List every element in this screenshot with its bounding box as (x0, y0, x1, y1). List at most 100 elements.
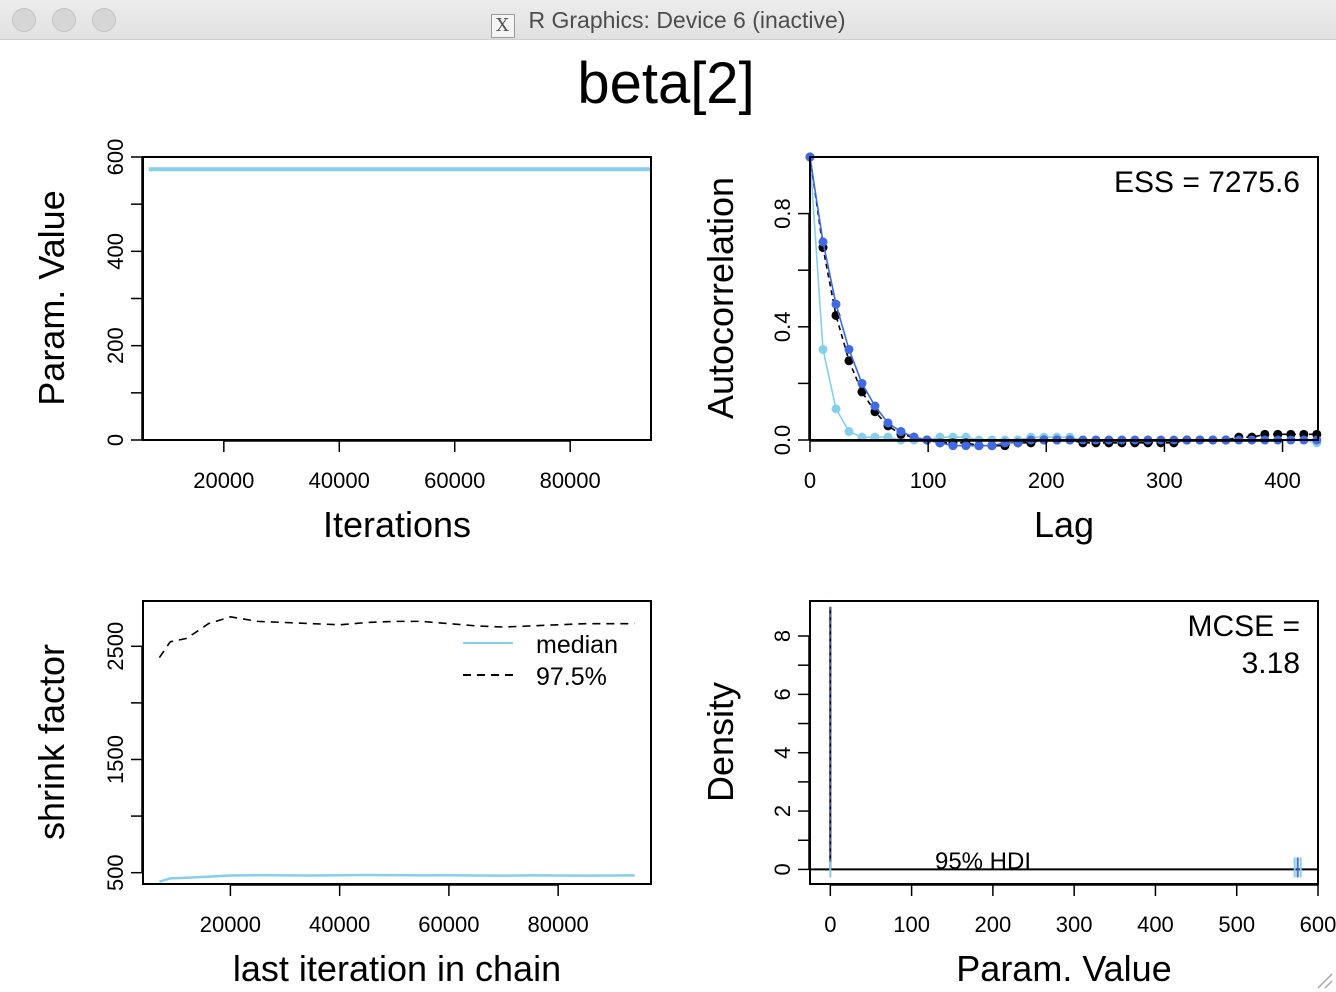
autocorrelation-box (809, 156, 1319, 441)
x-tick-label: 40000 (309, 912, 370, 937)
x11-icon: X (490, 14, 515, 38)
acf-point (857, 378, 867, 388)
x-tick-label: 80000 (540, 468, 601, 493)
ess-annotation: ESS = 7275.6 (1114, 166, 1300, 199)
zoom-button[interactable] (92, 8, 116, 32)
x-tick-label: 300 (1056, 912, 1093, 937)
density-marks (810, 606, 1318, 878)
trace-plot-y-axis: 0 200 400 600 (103, 139, 143, 446)
trace-plot-ylabel: Param. Value (31, 190, 72, 405)
x-tick-label: 0 (824, 912, 836, 937)
y-tick-label: 0.0 (770, 425, 795, 456)
y-tick-label: 0 (103, 434, 128, 446)
autocorrelation-x-axis: 0 100 200 300 400 (804, 440, 1301, 493)
autocorrelation-ylabel: Autocorrelation (700, 177, 741, 419)
acf-point (948, 441, 958, 451)
trace-plot-xlabel: Iterations (323, 504, 471, 545)
x-tick-label: 400 (1137, 912, 1174, 937)
shrink-factor-y-axis: 500 1500 2500 (103, 622, 143, 891)
trace-plot-panel: 20000 40000 60000 80000 0 200 400 600 Iteratio… (31, 139, 652, 545)
x-tick-label: 60000 (424, 468, 485, 493)
y-tick-label: 400 (103, 233, 128, 270)
trace-plot-box (142, 156, 652, 441)
acf-point (818, 344, 828, 354)
trace-plot-x-axis: 20000 40000 60000 80000 (193, 440, 601, 493)
figure-title: beta[2] (577, 51, 754, 116)
window-title-area: X R Graphics: Device 6 (inactive) (0, 7, 1336, 38)
trace-plot-marks (148, 167, 651, 441)
y-tick-label: 600 (103, 139, 128, 176)
r-graphics-canvas: beta[2] 20000 40000 60000 80000 0 200 400 600 … (31, 51, 1336, 989)
y-tick-label: 0.8 (770, 198, 795, 229)
mcse-annotation-line1: MCSE = (1187, 610, 1300, 643)
acf-point (870, 401, 880, 411)
density-box (809, 600, 1319, 885)
acf-point (961, 441, 971, 451)
y-tick-label: 500 (103, 854, 128, 891)
legend-median-label: median (536, 631, 618, 659)
acf-point (974, 441, 984, 451)
x-tick-label: 60000 (418, 912, 479, 937)
x-tick-label: 600 (1300, 912, 1336, 937)
y-tick-label: 4 (770, 747, 795, 759)
acf-series-line (809, 156, 1317, 444)
acf-point (844, 356, 854, 366)
density-y-axis: 0 2 4 6 8 (770, 630, 810, 876)
mcse-annotation-line2: 3.18 (1242, 647, 1300, 680)
y-tick-label: 8 (770, 630, 795, 642)
hdi-label: 95% HDI (935, 848, 1031, 875)
shrink-factor-panel: 20000 40000 60000 80000 500 1500 2500 median … (31, 600, 652, 989)
acf-point (896, 427, 906, 437)
x-tick-label: 100 (910, 468, 947, 493)
autocorrelation-xlabel: Lag (1034, 504, 1094, 545)
acf-point (883, 418, 893, 428)
acf-point (987, 441, 997, 451)
y-tick-label: 2 (770, 805, 795, 817)
autocorrelation-y-axis: 0.0 0.4 0.8 (770, 198, 810, 455)
shrink-975-line (158, 616, 635, 659)
x-tick-label: 200 (975, 912, 1012, 937)
x-tick-label: 100 (893, 912, 930, 937)
y-tick-label: 6 (770, 688, 795, 700)
shrink-factor-ylabel: shrink factor (31, 644, 72, 840)
resize-grip-icon[interactable] (1312, 968, 1334, 990)
close-button[interactable] (12, 8, 36, 32)
acf-point (818, 237, 828, 247)
autocorrelation-panel: 0 100 200 300 400 0.0 0.4 0.8 ESS = 7275.6 Lag… (700, 152, 1322, 545)
shrink-factor-x-axis: 20000 40000 60000 80000 (200, 884, 589, 937)
acf-point (844, 344, 854, 354)
acf-point (831, 404, 841, 414)
density-x-axis: 0 100 200 300 400 500 600 (824, 884, 1336, 937)
density-panel: 0 100 200 300 400 500 600 0 2 4 6 8 MCSE = 3.18 95… (700, 600, 1336, 989)
minimize-button[interactable] (52, 8, 76, 32)
x-tick-label: 300 (1146, 468, 1183, 493)
x-tick-label: 0 (804, 468, 816, 493)
acf-point (831, 299, 841, 309)
acf-point (844, 427, 854, 437)
y-tick-label: 1500 (103, 735, 128, 784)
window-titlebar[interactable]: X R Graphics: Device 6 (inactive) (0, 0, 1336, 40)
x-tick-label: 80000 (528, 912, 589, 937)
shrink-factor-marks (158, 616, 635, 883)
x-tick-label: 20000 (193, 468, 254, 493)
x-tick-label: 500 (1218, 912, 1255, 937)
x-tick-label: 400 (1264, 468, 1301, 493)
x-tick-label: 200 (1028, 468, 1065, 493)
legend-975-label: 97.5% (536, 663, 607, 691)
acf-series-line (809, 156, 1317, 447)
shrink-factor-xlabel: last iteration in chain (233, 948, 561, 989)
y-tick-label: 200 (103, 327, 128, 364)
y-tick-label: 0.4 (770, 312, 795, 343)
acf-point (857, 387, 867, 397)
y-tick-label: 2500 (103, 622, 128, 671)
x-tick-label: 20000 (200, 912, 261, 937)
shrink-median-line (159, 873, 635, 883)
shrink-factor-box (142, 600, 652, 885)
acf-series-line (809, 156, 1317, 447)
density-xlabel: Param. Value (956, 948, 1171, 989)
y-tick-label: 0 (770, 863, 795, 875)
window-title: R Graphics: Device 6 (inactive) (528, 7, 846, 33)
density-ylabel: Density (700, 682, 741, 802)
shrink-factor-legend: median 97.5% (463, 631, 618, 691)
x-tick-label: 40000 (309, 468, 370, 493)
